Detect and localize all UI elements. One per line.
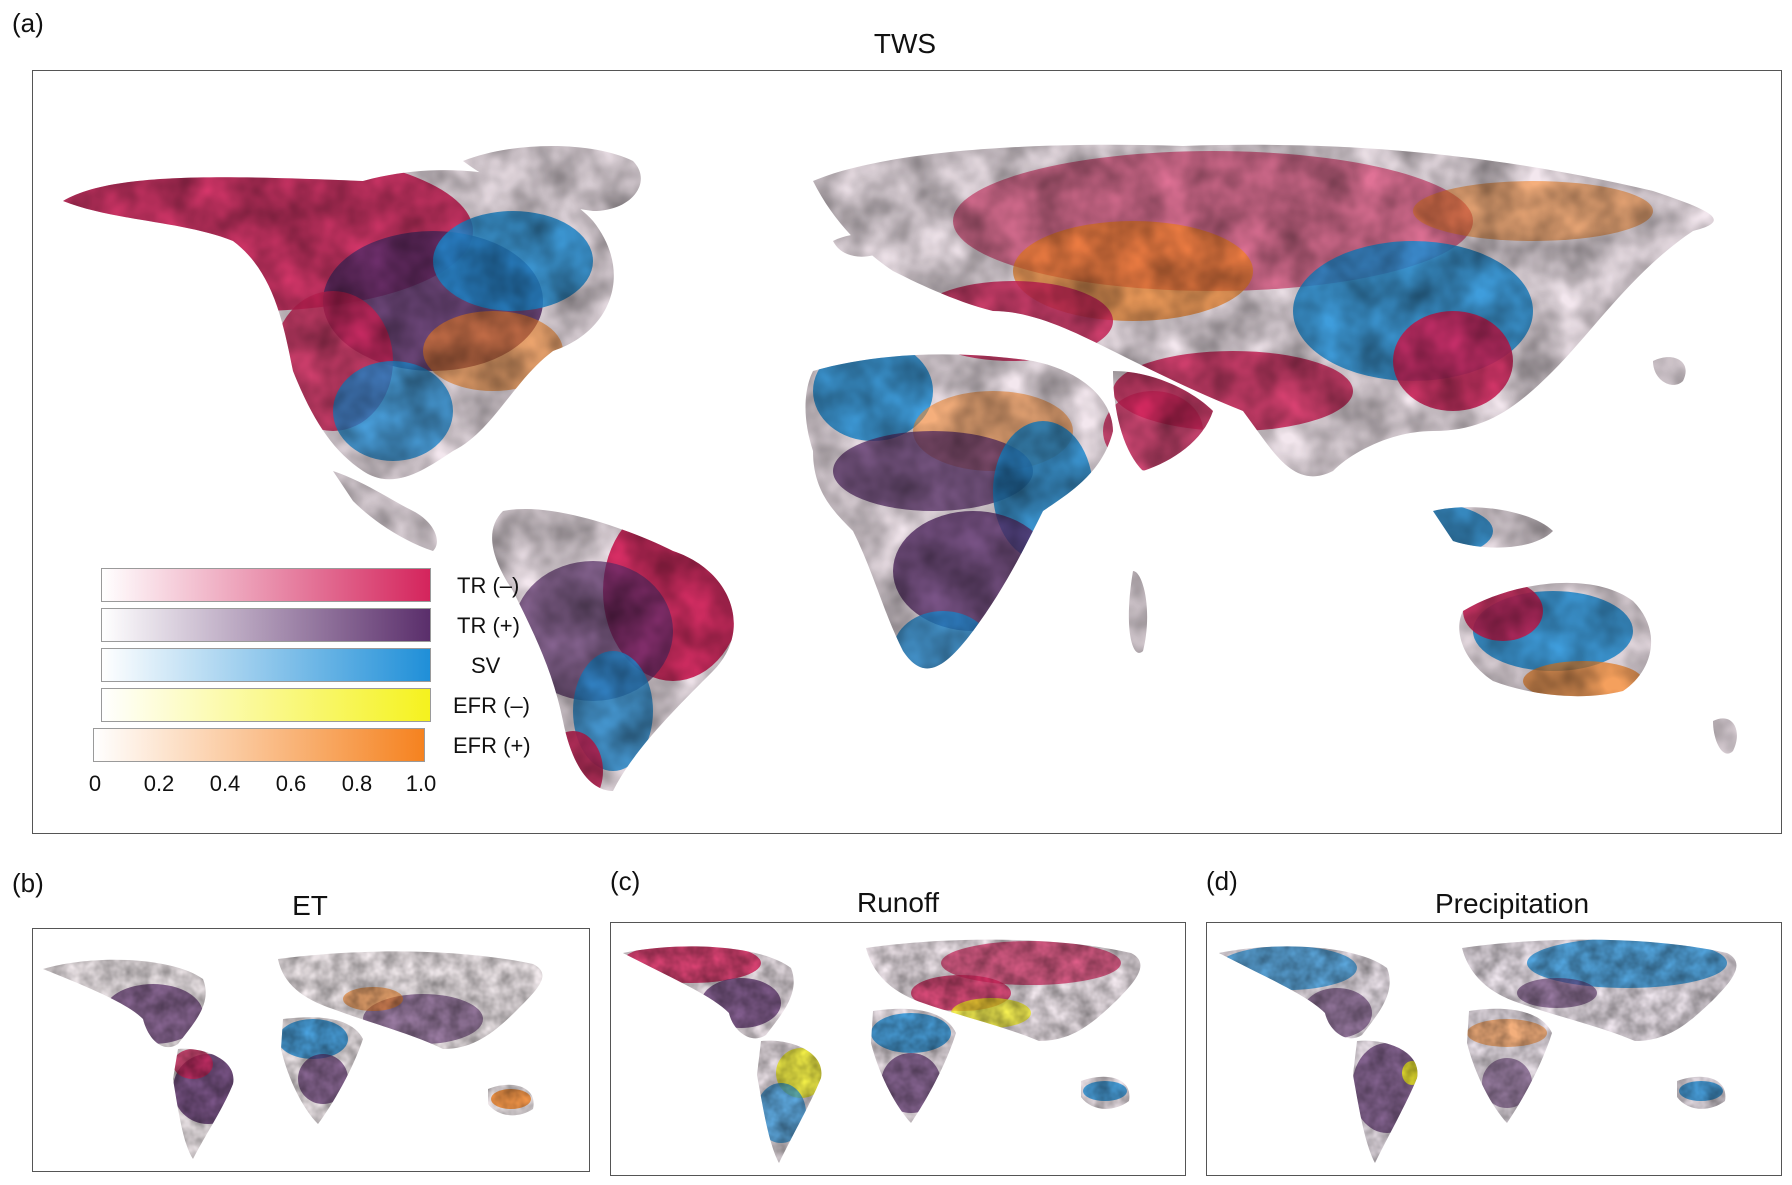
map-frame-tws: TR (–) TR (+) SV EFR (–) EFR (+) 0 0.2 0…	[32, 70, 1782, 834]
legend-tick: 0.4	[209, 771, 241, 796]
panel-title-tws: TWS	[873, 28, 937, 59]
legend-label-efr-pos: EFR (+)	[453, 733, 531, 758]
legend-tick: 0.6	[275, 771, 307, 796]
legend-tick: 1.0	[405, 771, 437, 796]
map-frame-et	[32, 928, 590, 1172]
world-map-et	[43, 951, 543, 1159]
legend-bar-efr-neg	[101, 688, 431, 722]
panel-letter-a: (a)	[12, 8, 44, 38]
world-map-runoff	[623, 939, 1141, 1163]
legend-tick: 0.8	[341, 771, 373, 796]
legend-label-tr-pos: TR (+)	[457, 613, 520, 638]
panel-title-runoff: Runoff	[857, 887, 939, 918]
map-frame-precipitation	[1206, 922, 1782, 1176]
panel-letter-d: (d)	[1206, 866, 1238, 896]
legend-label-tr-neg: TR (–)	[457, 573, 520, 598]
panel-letter-b: (b)	[12, 868, 44, 898]
legend-tick: 0	[88, 771, 102, 796]
world-map-precipitation	[1219, 939, 1737, 1163]
legend-bar-tr-pos	[101, 608, 431, 642]
legend-bar-efr-pos	[93, 728, 425, 762]
panel-title-precipitation: Precipitation	[1434, 888, 1590, 919]
world-map-tws	[63, 144, 1737, 791]
legend-bar-tr-neg	[101, 568, 431, 602]
map-frame-runoff	[610, 922, 1186, 1176]
legend-bar-sv	[101, 648, 431, 682]
panel-title-et: ET	[292, 890, 328, 921]
legend-tick: 0.2	[143, 771, 175, 796]
legend-label-sv: SV	[471, 653, 501, 678]
panel-letter-c: (c)	[610, 866, 641, 896]
legend-label-efr-neg: EFR (–)	[453, 693, 530, 718]
